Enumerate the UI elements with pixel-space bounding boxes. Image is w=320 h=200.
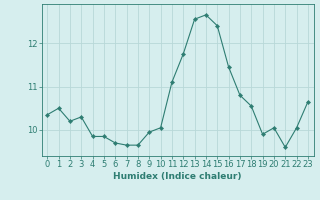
X-axis label: Humidex (Indice chaleur): Humidex (Indice chaleur) (113, 172, 242, 181)
